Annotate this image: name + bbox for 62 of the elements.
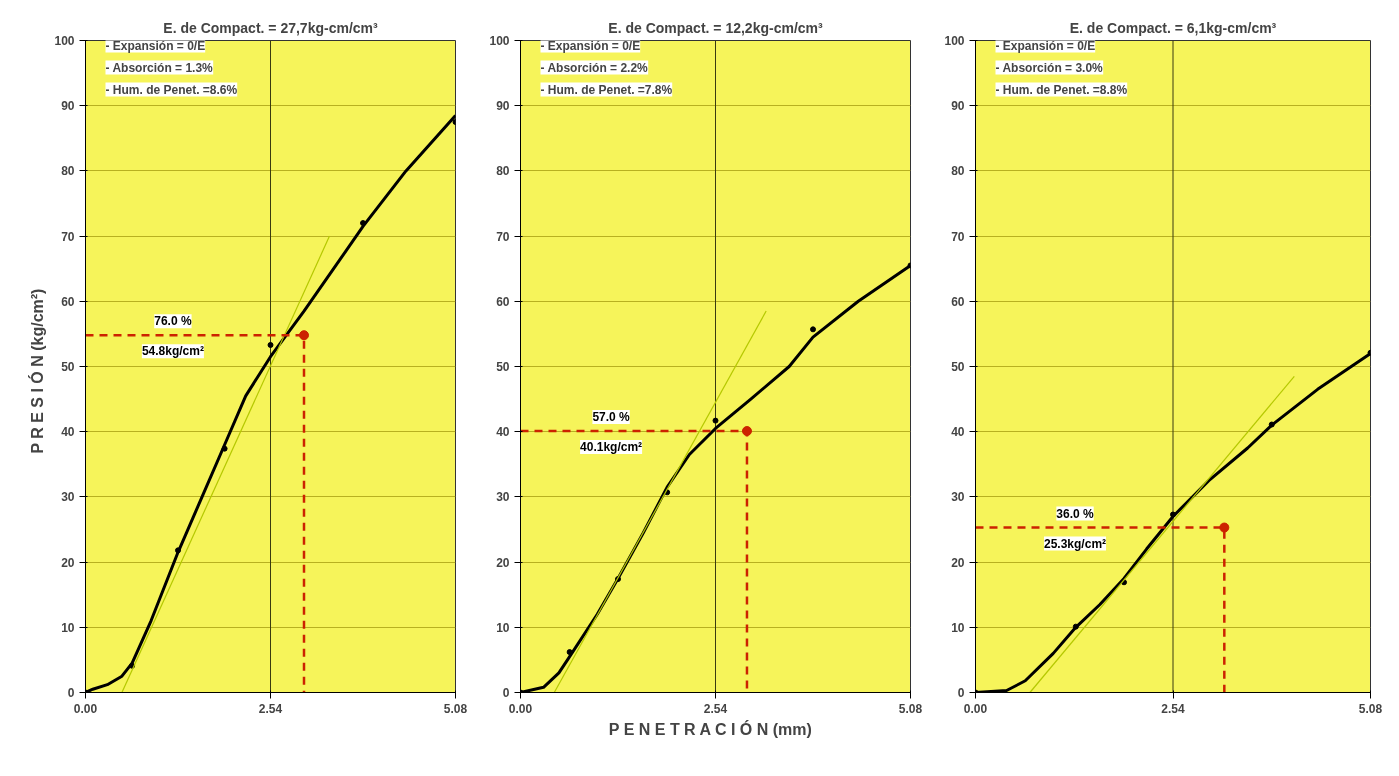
y-tick-label: 80 xyxy=(61,164,75,179)
y-tick-label: 20 xyxy=(496,555,510,570)
annotation: - Expansión = 0/E xyxy=(995,38,1096,53)
y-tick-label: 40 xyxy=(61,425,75,440)
annotation: 25.3kg/cm² xyxy=(1044,536,1107,551)
annotation: 76.0 % xyxy=(154,314,192,329)
x-tick-label: 0.00 xyxy=(963,701,988,716)
x-axis-title: P E N E T R A C I Ó N (mm) xyxy=(608,719,812,738)
y-tick-label: 60 xyxy=(951,294,965,309)
y-tick-label: 40 xyxy=(496,425,510,440)
y-tick-label: 70 xyxy=(951,229,965,244)
x-tick-label: 2.54 xyxy=(258,701,283,716)
x-tick-label: 5.08 xyxy=(898,701,923,716)
y-tick-label: 50 xyxy=(951,360,965,374)
y-tick-label: 100 xyxy=(54,34,75,48)
x-tick-label: 5.08 xyxy=(1358,701,1383,716)
y-tick-label: 20 xyxy=(951,555,965,570)
chart-title: E. de Compact. = 27,7kg-cm/cm³ xyxy=(163,19,379,36)
y-tick-label: 10 xyxy=(951,620,965,635)
annotation: 36.0 % xyxy=(1056,506,1095,521)
y-tick-label: 60 xyxy=(496,294,510,309)
y-tick-label: 100 xyxy=(944,34,965,48)
annotation: 54.8kg/cm² xyxy=(141,344,204,359)
y-axis-title: P R E S I Ó N (kg/cm²) xyxy=(28,288,47,454)
annotation: - Expansión = 0/E xyxy=(540,38,641,53)
chart-title: E. de Compact. = 12,2kg-cm/cm³ xyxy=(608,19,824,36)
x-tick-label: 0.00 xyxy=(73,701,98,716)
y-tick-label: 80 xyxy=(496,164,510,179)
y-tick-label: 90 xyxy=(951,99,965,114)
y-tick-label: 40 xyxy=(951,425,965,440)
annotation: - Expansión = 0/E xyxy=(105,38,206,53)
x-tick-label: 2.54 xyxy=(703,701,728,716)
y-tick-label: 30 xyxy=(496,490,510,505)
y-tick-label: 10 xyxy=(496,620,510,635)
y-tick-label: 0 xyxy=(67,686,75,700)
annotation: - Absorción = 2.2% xyxy=(540,60,649,75)
annotation: 40.1kg/cm² xyxy=(580,440,643,455)
x-tick-label: 0.00 xyxy=(508,701,533,716)
y-tick-label: 0 xyxy=(502,686,510,700)
y-tick-label: 90 xyxy=(61,99,75,114)
annotation: - Absorción = 1.3% xyxy=(105,60,214,75)
annotation: - Hum. de Penet. =8.8% xyxy=(995,82,1128,97)
y-tick-label: 0 xyxy=(957,686,965,700)
annotation: - Absorción = 3.0% xyxy=(995,60,1104,75)
y-tick-label: 50 xyxy=(496,360,510,374)
y-tick-label: 60 xyxy=(61,294,75,309)
y-tick-label: 80 xyxy=(951,164,965,179)
y-tick-label: 70 xyxy=(496,229,510,244)
y-tick-label: 90 xyxy=(496,99,510,114)
chart-title: E. de Compact. = 6,1kg-cm/cm³ xyxy=(1069,19,1277,36)
annotation: - Hum. de Penet. =7.8% xyxy=(540,82,673,97)
y-tick-label: 20 xyxy=(61,555,75,570)
y-tick-label: 30 xyxy=(61,490,75,505)
annotation: - Hum. de Penet. =8.6% xyxy=(105,82,238,97)
y-tick-label: 70 xyxy=(61,229,75,244)
y-tick-label: 100 xyxy=(489,34,510,48)
y-tick-label: 50 xyxy=(61,360,75,374)
x-tick-label: 5.08 xyxy=(443,701,468,716)
x-tick-label: 2.54 xyxy=(1161,701,1185,716)
annotation: 57.0 % xyxy=(592,410,631,425)
y-tick-label: 30 xyxy=(951,490,965,505)
y-tick-label: 10 xyxy=(61,620,75,635)
